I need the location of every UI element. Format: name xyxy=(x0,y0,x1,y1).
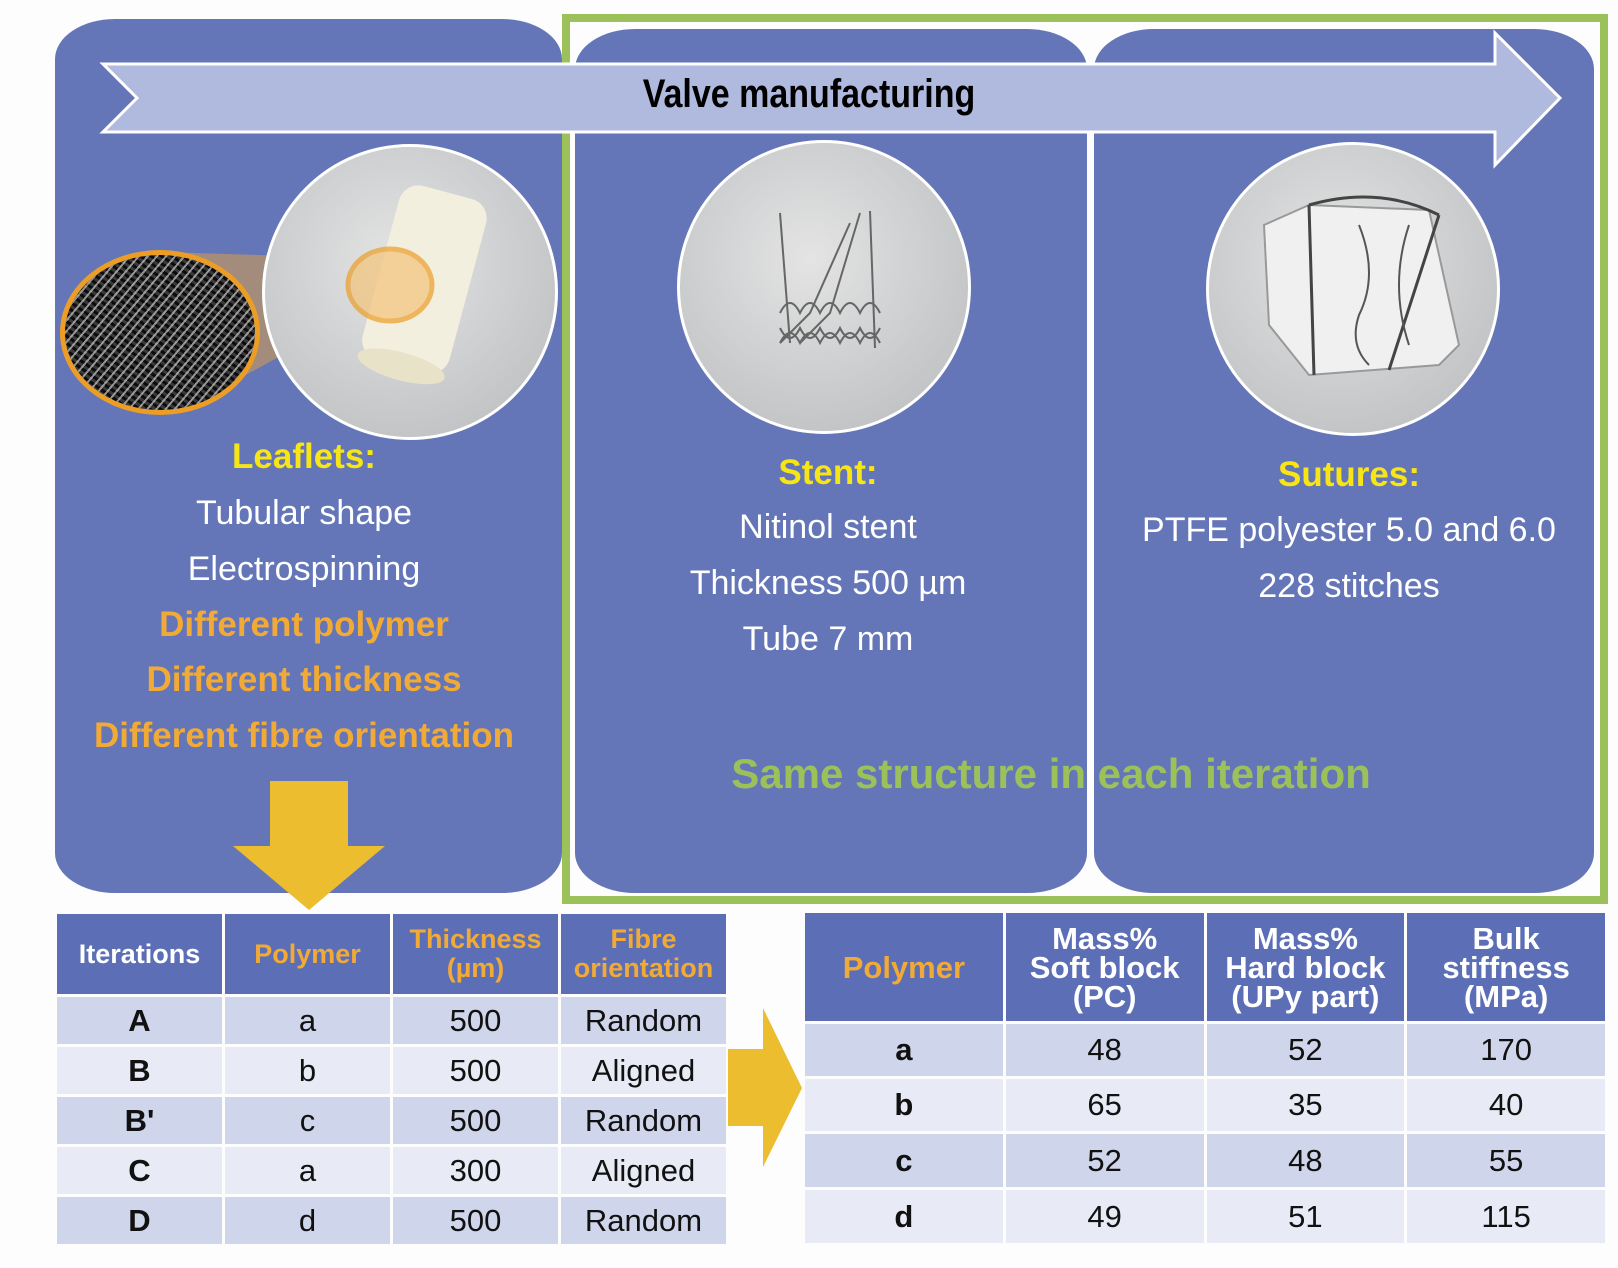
table-row: c 52 48 55 xyxy=(805,1134,1605,1187)
table-cell: 65 xyxy=(1005,1079,1204,1131)
table-cell: 300 xyxy=(393,1147,558,1194)
table-cell: 500 xyxy=(393,997,558,1044)
leaflets-line: Tubular shape xyxy=(195,494,413,532)
header-polymer: Polymer xyxy=(805,913,1003,1021)
same-structure-label: Same structure in each iteration xyxy=(731,750,1371,797)
table-cell: c xyxy=(225,1097,390,1144)
stent-line: Tube 7 mm xyxy=(742,620,914,658)
stent-line: Nitinol stent xyxy=(739,508,917,546)
header-soft-block: Mass% Soft block (PC) xyxy=(1005,913,1204,1021)
header-iterations: Iterations xyxy=(57,914,222,994)
same-structure-frame xyxy=(562,14,1608,904)
table-cell: B xyxy=(57,1047,222,1094)
right-arrow-icon xyxy=(728,1008,802,1167)
sem-fibre-image xyxy=(60,250,260,415)
sutures-line: 228 stitches xyxy=(1258,567,1440,605)
table-cell: Aligned xyxy=(561,1147,726,1194)
down-arrow-icon xyxy=(233,781,385,910)
header-fibre-orientation: Fibre orientation xyxy=(561,914,726,994)
table-row: d 49 51 115 xyxy=(805,1190,1605,1243)
table-cell: 49 xyxy=(1005,1190,1204,1243)
stent-heading: Stent: xyxy=(778,453,878,492)
iterations-table: Iterations Polymer Thickness (µm) Fibre … xyxy=(54,911,729,1247)
table-cell: 52 xyxy=(1206,1024,1405,1076)
table-cell: Random xyxy=(561,1097,726,1144)
valve-icon xyxy=(1262,195,1461,377)
table-cell: Random xyxy=(561,997,726,1044)
table-row: a 48 52 170 xyxy=(805,1024,1605,1076)
table-cell: a xyxy=(225,997,390,1044)
table-cell: 500 xyxy=(393,1097,558,1144)
leaflets-heading: Leaflets: xyxy=(232,437,376,476)
table-cell: 115 xyxy=(1407,1190,1605,1243)
leaflet-tube-photo xyxy=(262,144,558,440)
table-cell: d xyxy=(805,1190,1003,1243)
table-row: B' c 500 Random xyxy=(57,1097,726,1144)
leaflets-variable-line: Different polymer xyxy=(159,605,449,644)
sutures-line: PTFE polyester 5.0 and 6.0 xyxy=(1142,511,1556,549)
leaflets-variable-line: Different thickness xyxy=(146,660,462,699)
header-thickness: Thickness (µm) xyxy=(393,914,558,994)
sutured-valve-photo xyxy=(1206,142,1500,436)
table-cell: B' xyxy=(57,1097,222,1144)
valve-manufacturing-arrow xyxy=(99,29,1563,169)
table-cell: a xyxy=(805,1024,1003,1076)
table-cell: D xyxy=(57,1197,222,1244)
stent-photo xyxy=(677,140,971,434)
table-cell: 40 xyxy=(1407,1079,1605,1131)
header-hard-block: Mass% Hard block (UPy part) xyxy=(1206,913,1405,1021)
table-cell: C xyxy=(57,1147,222,1194)
sutures-heading: Sutures: xyxy=(1278,455,1420,494)
table-cell: 48 xyxy=(1005,1024,1204,1076)
polymer-table: Polymer Mass% Soft block (PC) Mass% Hard… xyxy=(802,910,1608,1246)
leaflets-variable-line: Different fibre orientation xyxy=(93,716,515,755)
table-cell: Aligned xyxy=(561,1047,726,1094)
table-cell: 51 xyxy=(1206,1190,1405,1243)
tube-icon xyxy=(345,185,487,385)
table-cell: A xyxy=(57,997,222,1044)
header-bulk-stiffness: Bulk stiffness (MPa) xyxy=(1407,913,1605,1021)
stent-icon xyxy=(779,210,881,349)
leaflets-line: Electrospinning xyxy=(187,550,421,588)
banner-title: Valve manufacturing xyxy=(642,72,976,116)
table-cell: 55 xyxy=(1407,1134,1605,1187)
stent-line: Thickness 500 µm xyxy=(689,564,967,602)
table-cell: b xyxy=(225,1047,390,1094)
table-cell: 48 xyxy=(1206,1134,1405,1187)
header-polymer: Polymer xyxy=(225,914,390,994)
table-cell: b xyxy=(805,1079,1003,1131)
table-cell: Random xyxy=(561,1197,726,1244)
table-cell: 35 xyxy=(1206,1079,1405,1131)
table-cell: 500 xyxy=(393,1047,558,1094)
table-cell: c xyxy=(805,1134,1003,1187)
table-cell: 170 xyxy=(1407,1024,1605,1076)
table-cell: a xyxy=(225,1147,390,1194)
table-cell: 500 xyxy=(393,1197,558,1244)
table-row: b 65 35 40 xyxy=(805,1079,1605,1131)
table-cell: 52 xyxy=(1005,1134,1204,1187)
table-cell: d xyxy=(225,1197,390,1244)
